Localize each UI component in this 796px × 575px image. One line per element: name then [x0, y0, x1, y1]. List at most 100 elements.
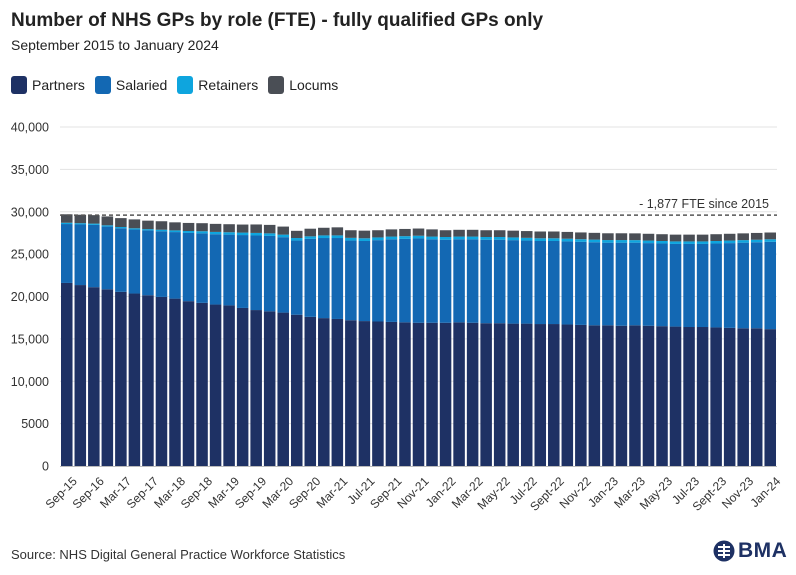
bar-partners-sept-23	[710, 327, 722, 466]
bar-retainers-jun-18	[182, 230, 195, 233]
bar-retainers-nov-22	[575, 239, 587, 242]
bar-retainers-mar-17	[115, 227, 127, 229]
bar-salaried-sep-16	[88, 224, 100, 288]
bar-salaried-sep-15	[61, 224, 73, 283]
bar-locums-may-22	[493, 230, 506, 238]
bar-partners-sep-16	[88, 287, 100, 466]
bar-partners-may-22	[493, 323, 506, 466]
bar-locums-nov-22	[575, 232, 587, 240]
bar-locums-oct-23	[723, 233, 736, 241]
bar-partners-aug-22	[534, 324, 547, 466]
bar-partners-may-23	[656, 326, 668, 466]
bar-retainers-dec-16	[101, 225, 114, 227]
bar-retainers-mar-22	[466, 236, 479, 240]
bar-retainers-jan-22	[439, 237, 452, 240]
bar-partners-oct-22	[561, 324, 574, 466]
bar-locums-feb-22	[453, 229, 465, 237]
bar-salaried-jul-21	[358, 240, 371, 322]
bar-salaried-sept-23	[710, 243, 722, 328]
bar-partners-dec-20	[318, 318, 330, 466]
source-note: Source: NHS Digital General Practice Wor…	[11, 547, 346, 562]
legend: Partners Salaried Retainers Locums	[11, 76, 348, 94]
bar-retainers-oct-22	[561, 238, 574, 242]
bar-salaried-nov-21	[412, 238, 425, 323]
bar-locums-jun-23	[669, 234, 682, 242]
bar-partners-nov-22	[575, 324, 587, 466]
bar-retainers-nov-23	[737, 240, 749, 243]
bar-partners-jul-21	[358, 321, 371, 466]
bar-salaried-feb-23	[615, 242, 628, 326]
bar-locums-dec-19	[263, 224, 276, 234]
bar-partners-aug-23	[696, 327, 709, 466]
bar-retainers-may-22	[493, 237, 506, 240]
bar-retainers-oct-23	[723, 240, 736, 244]
bma-logo: BMA	[713, 539, 787, 563]
bar-partners-mar-20	[277, 312, 289, 466]
bar-salaried-dec-18	[209, 234, 222, 305]
bar-partners-sep-21	[385, 321, 398, 466]
legend-label-salaried: Salaried	[115, 77, 168, 93]
bar-locums-sep-21	[385, 229, 398, 237]
bar-salaried-dec-19	[263, 235, 276, 312]
legend-swatch-salaried	[94, 76, 111, 94]
bar-partners-sep-18	[196, 302, 208, 466]
bar-salaried-sep-20	[304, 238, 317, 317]
bar-salaried-sep-19	[250, 235, 262, 311]
y-axis: 0 5000 10,000 15,000 20,000 25,000 30,000 35,00…	[11, 121, 49, 474]
bar-partners-dec-22	[588, 325, 601, 466]
bar-locums-jun-20	[290, 230, 303, 239]
bar-partners-jun-17	[128, 293, 141, 466]
bar-retainers-sep-16	[88, 223, 100, 225]
bar-retainers-dec-17	[155, 229, 168, 232]
bar-locums-oct-22	[561, 231, 574, 239]
bar-partners-jun-21	[345, 320, 357, 466]
bar-locums-jun-17	[128, 219, 141, 229]
bar-partners-sep-17	[142, 295, 154, 466]
bar-salaried-may-22	[493, 239, 506, 324]
bar-partners-jan-24	[764, 329, 776, 466]
bar-locums-mar-23	[629, 233, 641, 241]
bar-salaried-jul-23	[683, 243, 695, 328]
bar-partners-mar-22	[466, 322, 479, 466]
bar-retainers-aug-23	[696, 241, 709, 244]
bar-locums-mar-20	[277, 226, 289, 235]
bar-salaried-dec-20	[318, 238, 330, 319]
bar-salaried-sep-18	[196, 233, 208, 303]
y-tick-label: 40,000	[11, 121, 49, 135]
bar-retainers-jan-24	[764, 239, 776, 242]
bar-partners-sep-15	[61, 282, 73, 466]
bar-retainers-dec-20	[318, 235, 330, 239]
bar-salaried-dec-17	[155, 231, 168, 297]
bar-locums-mar-22	[466, 229, 479, 237]
bar-salaried-may-23	[656, 243, 668, 327]
bar-locums-jun-18	[182, 222, 195, 231]
bar-retainers-sep-18	[196, 231, 208, 234]
bar-salaried-jan-24	[764, 241, 776, 330]
legend-swatch-locums	[268, 76, 285, 94]
bar-retainers-mar-19	[223, 232, 235, 235]
bar-locums-jan-22	[439, 230, 452, 238]
y-tick-label: 20,000	[11, 290, 49, 304]
bar-partners-mar-23	[629, 325, 641, 466]
bar-salaried-mar-20	[277, 237, 289, 313]
bar-retainers-dec-21	[426, 236, 438, 240]
bar-partners-nov-21	[412, 322, 425, 466]
bar-partners-jun-22	[507, 323, 519, 466]
bar-salaried-jun-18	[182, 232, 195, 302]
bar-locums-dec-22	[588, 232, 601, 240]
bar-partners-jul-22	[520, 323, 533, 466]
bar-retainers-jun-19	[236, 232, 249, 236]
legend-swatch-partners	[11, 76, 27, 94]
bar-retainers-jun-22	[507, 237, 519, 241]
bar-locums-dec-21	[426, 229, 438, 237]
bar-salaried-jun-17	[128, 229, 141, 294]
bar-salaried-sep-21	[385, 239, 398, 322]
bar-locums-sep-15	[61, 214, 73, 223]
bar-partners-jan-23	[602, 325, 614, 466]
legend-item-locums: Locums	[268, 76, 338, 94]
bar-locums-feb-23	[615, 233, 628, 241]
bar-partners-dec-23	[750, 328, 763, 466]
y-tick-label: 5000	[21, 417, 49, 431]
y-tick-label: 0	[42, 460, 49, 474]
bars	[61, 214, 776, 466]
